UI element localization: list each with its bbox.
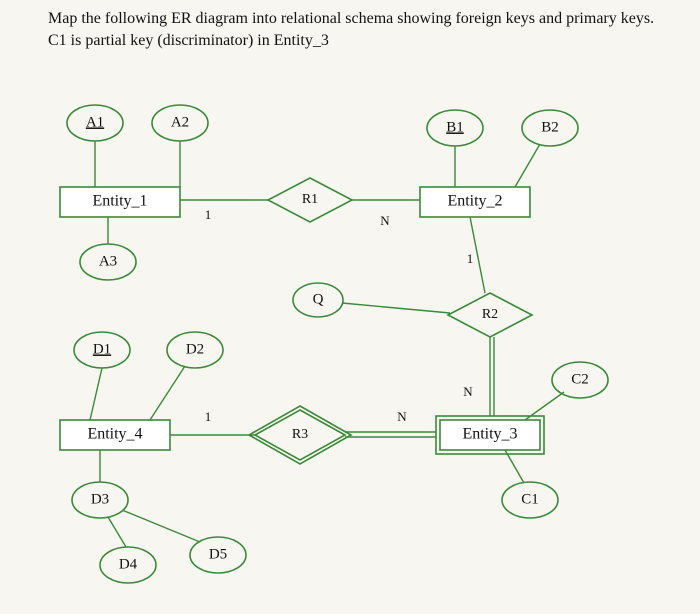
entity-1: Entity_1 <box>60 187 180 217</box>
attr-C1: C1 <box>502 482 558 518</box>
attr-D5-label: D5 <box>209 546 227 562</box>
entity-3: Entity_3 <box>436 416 544 454</box>
edge-D4-D3 <box>108 517 126 547</box>
attr-D2: D2 <box>167 332 223 368</box>
edge-C1-E3 <box>505 450 524 483</box>
entity-3-label: Entity_3 <box>462 426 517 443</box>
attr-B1-label: B1 <box>446 119 464 135</box>
attr-B1: B1 <box>427 110 483 146</box>
edge-D1-E4 <box>90 368 102 420</box>
attr-D5: D5 <box>190 537 246 573</box>
card-R2-E3: N <box>463 384 473 399</box>
edge-Q-R2 <box>342 303 450 313</box>
attr-A1: A1 <box>67 105 123 141</box>
entity-2-label: Entity_2 <box>447 193 502 210</box>
attr-D1-label: D1 <box>93 341 111 357</box>
relationship-R1-label: R1 <box>302 192 318 207</box>
relationship-R1: R1 <box>268 178 352 222</box>
entity-1-label: Entity_1 <box>92 193 147 210</box>
attr-D4: D4 <box>100 547 156 583</box>
relationship-R2-label: R2 <box>482 307 498 322</box>
attr-B2: B2 <box>522 110 578 146</box>
attr-A2: A2 <box>152 105 208 141</box>
card-R1-E2: N <box>380 213 390 228</box>
entity-4: Entity_4 <box>60 420 170 450</box>
attr-D3: D3 <box>72 482 128 518</box>
er-diagram: Entity_1 Entity_2 Entity_3 Entity_4 R1 R… <box>0 0 700 614</box>
attr-C2-label: C2 <box>571 371 589 387</box>
attr-Q: Q <box>293 283 343 317</box>
attr-D1: D1 <box>74 332 130 368</box>
attr-A1-label: A1 <box>86 114 104 130</box>
attr-B2-label: B2 <box>541 119 559 135</box>
attr-D3-label: D3 <box>91 491 109 507</box>
edge-B2-E2 <box>515 144 540 187</box>
attr-D2-label: D2 <box>186 341 204 357</box>
card-R3-E3: N <box>397 409 407 424</box>
attr-Q-label: Q <box>313 291 324 307</box>
card-R3-E4: 1 <box>205 409 212 424</box>
relationship-R2: R2 <box>448 293 532 337</box>
relationship-R3-label: R3 <box>292 427 308 442</box>
attr-D4-label: D4 <box>119 556 138 572</box>
edge-D2-E4 <box>150 366 185 420</box>
attr-C1-label: C1 <box>521 491 539 507</box>
attr-A3-label: A3 <box>99 253 117 269</box>
relationship-R3: R3 <box>249 406 351 464</box>
attr-A2-label: A2 <box>171 114 189 130</box>
card-R2-E2: 1 <box>467 251 474 266</box>
entity-2: Entity_2 <box>420 187 530 217</box>
edge-D5-D3 <box>122 510 200 542</box>
card-R1-E1: 1 <box>205 207 212 222</box>
entity-4-label: Entity_4 <box>87 426 142 443</box>
attr-C2: C2 <box>552 362 608 398</box>
attr-A3: A3 <box>80 244 136 280</box>
